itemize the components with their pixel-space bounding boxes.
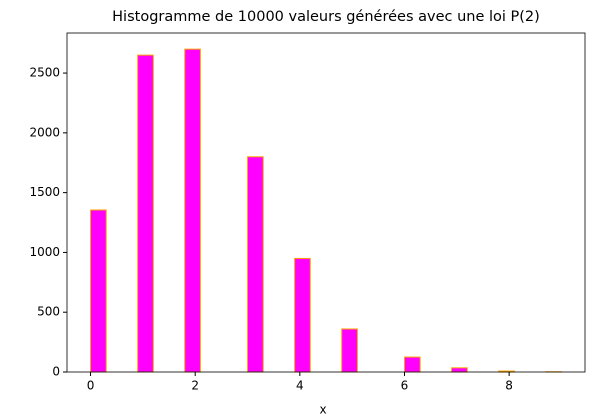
bar xyxy=(90,209,107,373)
x-tick-label: 2 xyxy=(191,379,199,393)
bar xyxy=(451,367,468,373)
y-tick-label: 2000 xyxy=(29,125,60,139)
y-tick-label: 500 xyxy=(37,305,60,319)
x-tick-label: 0 xyxy=(87,379,95,393)
bar xyxy=(341,328,358,373)
x-tick-label: 4 xyxy=(296,379,304,393)
y-tick-label: 1000 xyxy=(29,245,60,259)
bar xyxy=(403,356,421,373)
y-tick-label: 2500 xyxy=(29,66,60,80)
bar xyxy=(137,54,154,373)
x-axis-label: x xyxy=(319,403,326,417)
bar xyxy=(247,156,264,373)
bar xyxy=(294,257,311,373)
x-tick-label: 6 xyxy=(401,379,409,393)
x-tick-label: 8 xyxy=(505,379,513,393)
bar xyxy=(184,48,201,373)
y-tick-label: 1500 xyxy=(29,185,60,199)
plot-frame xyxy=(66,32,586,373)
y-tick-label: 0 xyxy=(52,365,60,379)
chart-title: Histogramme de 10000 valeurs générées av… xyxy=(112,9,540,25)
